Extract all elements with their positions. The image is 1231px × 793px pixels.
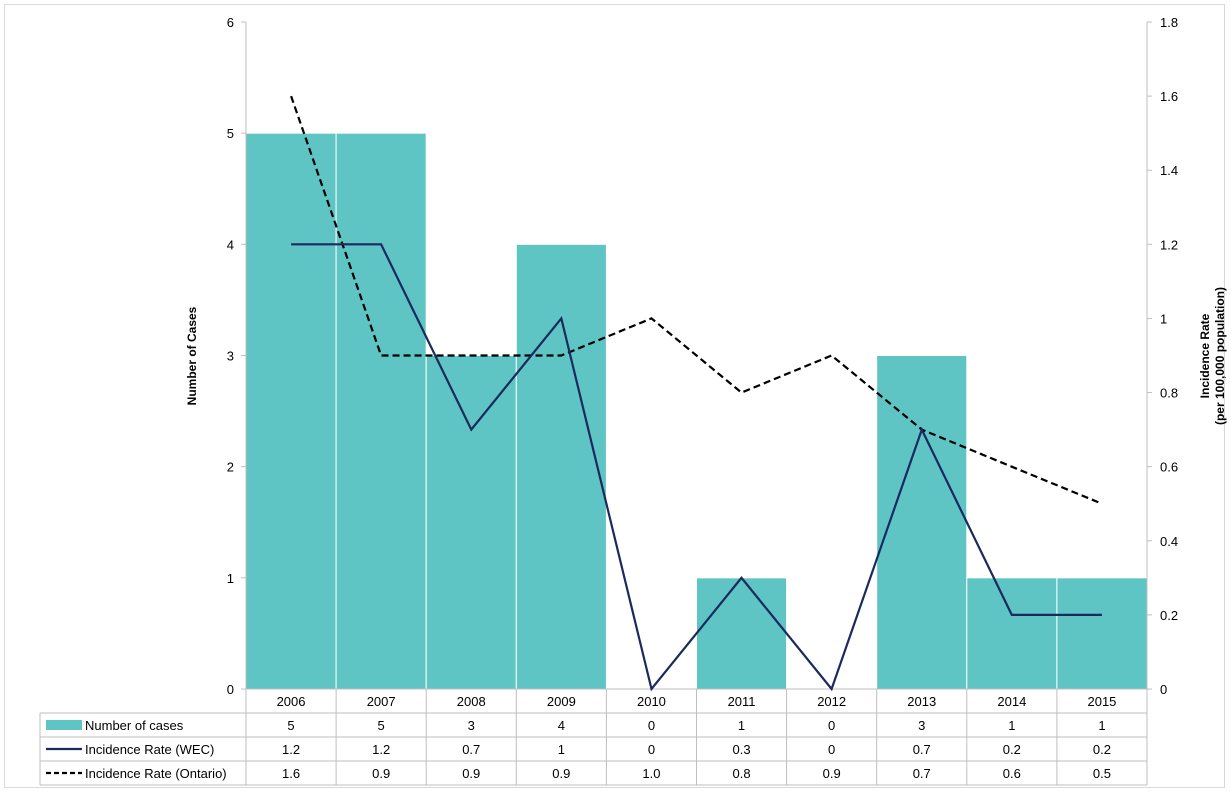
bar-2008 xyxy=(425,355,517,690)
table-cell-0-2011: 1 xyxy=(738,718,745,733)
y2-tick-label-1.4: 1.4 xyxy=(1160,163,1178,178)
y-tick-label-4: 4 xyxy=(227,237,234,252)
x-tick-label-2006: 2006 xyxy=(277,694,306,709)
y-axis-title: Number of Cases xyxy=(185,306,199,405)
table-cell-1-2011: 0.3 xyxy=(733,742,751,757)
table-cell-2-2015: 0.5 xyxy=(1093,766,1111,781)
bar-2014 xyxy=(966,577,1058,690)
x-tick-label-2008: 2008 xyxy=(457,694,486,709)
y-tick-label-1: 1 xyxy=(227,571,234,586)
table-cell-1-2010: 0 xyxy=(648,742,655,757)
table-cell-2-2012: 0.9 xyxy=(823,766,841,781)
y-tick-label-5: 5 xyxy=(227,126,234,141)
x-tick-label-2013: 2013 xyxy=(907,694,936,709)
table-cell-1-2015: 0.2 xyxy=(1093,742,1111,757)
line-incidence-ontario xyxy=(290,95,1103,505)
y2-tick-label-1.8: 1.8 xyxy=(1160,15,1178,30)
table-cell-0-2007: 5 xyxy=(378,718,385,733)
chart-frame xyxy=(4,4,1225,788)
table-cell-2-2013: 0.7 xyxy=(913,766,931,781)
x-tick-label-2009: 2009 xyxy=(547,694,576,709)
x-tick-label-2015: 2015 xyxy=(1087,694,1116,709)
bar-2009 xyxy=(515,243,607,690)
table-cell-0-2014: 1 xyxy=(1008,718,1015,733)
x-tick-label-2011: 2011 xyxy=(728,694,756,709)
table-cell-1-2014: 0.2 xyxy=(1003,742,1021,757)
legend-label-2: Incidence Rate (Ontario) xyxy=(85,766,227,781)
y-tick-label-6: 6 xyxy=(227,15,234,30)
y2-axis-title-line1: Incidence Rate xyxy=(1198,313,1212,398)
table-cell-2-2011: 0.8 xyxy=(733,766,751,781)
table-cell-2-2006: 1.6 xyxy=(282,766,300,781)
bar-2006 xyxy=(245,132,337,690)
y2-tick-label-1.6: 1.6 xyxy=(1160,89,1178,104)
table-cell-2-2007: 0.9 xyxy=(372,766,390,781)
x-tick-label-2014: 2014 xyxy=(997,694,1026,709)
y2-tick-label-0: 0 xyxy=(1160,682,1167,697)
table-cell-2-2010: 1.0 xyxy=(642,766,660,781)
legend-label-0: Number of cases xyxy=(85,718,184,733)
table-cell-0-2012: 0 xyxy=(828,718,835,733)
legend-key-bar xyxy=(46,720,82,730)
table-cell-1-2006: 1.2 xyxy=(282,742,300,757)
table-cell-0-2013: 3 xyxy=(918,718,925,733)
x-tick-label-2010: 2010 xyxy=(637,694,666,709)
table-cell-2-2009: 0.9 xyxy=(552,766,570,781)
table-cell-1-2009: 1 xyxy=(558,742,565,757)
bar-2011 xyxy=(696,577,788,690)
x-tick-label-2012: 2012 xyxy=(817,694,846,709)
y2-tick-label-0.6: 0.6 xyxy=(1160,460,1178,475)
table-cell-1-2007: 1.2 xyxy=(372,742,390,757)
table-cell-2-2014: 0.6 xyxy=(1003,766,1021,781)
y2-tick-label-0.8: 0.8 xyxy=(1160,386,1178,401)
line-incidence-wec xyxy=(291,243,1102,692)
table-cell-1-2013: 0.7 xyxy=(913,742,931,757)
y-tick-label-0: 0 xyxy=(227,682,234,697)
y2-tick-label-1.2: 1.2 xyxy=(1160,237,1178,252)
table-cell-1-2012: 0 xyxy=(828,742,835,757)
y2-tick-label-0.4: 0.4 xyxy=(1160,534,1178,549)
bar-2015 xyxy=(1056,577,1148,690)
table-cell-0-2008: 3 xyxy=(468,718,475,733)
x-tick-label-2007: 2007 xyxy=(367,694,396,709)
table-cell-0-2006: 5 xyxy=(287,718,294,733)
y-tick-label-3: 3 xyxy=(227,349,234,364)
y2-tick-label-0.2: 0.2 xyxy=(1160,608,1178,623)
bar-2013 xyxy=(876,355,968,690)
bar-2007 xyxy=(335,132,427,690)
table-cell-0-2015: 1 xyxy=(1098,718,1105,733)
table-cell-1-2008: 0.7 xyxy=(462,742,480,757)
y2-axis-title-line2: (per 100,000 population) xyxy=(1213,287,1227,425)
legend-label-1: Incidence Rate (WEC) xyxy=(85,742,214,757)
table-cell-2-2008: 0.9 xyxy=(462,766,480,781)
table-cell-0-2010: 0 xyxy=(648,718,655,733)
y2-tick-label-1: 1 xyxy=(1160,311,1167,326)
table-cell-0-2009: 4 xyxy=(558,718,565,733)
y-tick-label-2: 2 xyxy=(227,460,234,475)
